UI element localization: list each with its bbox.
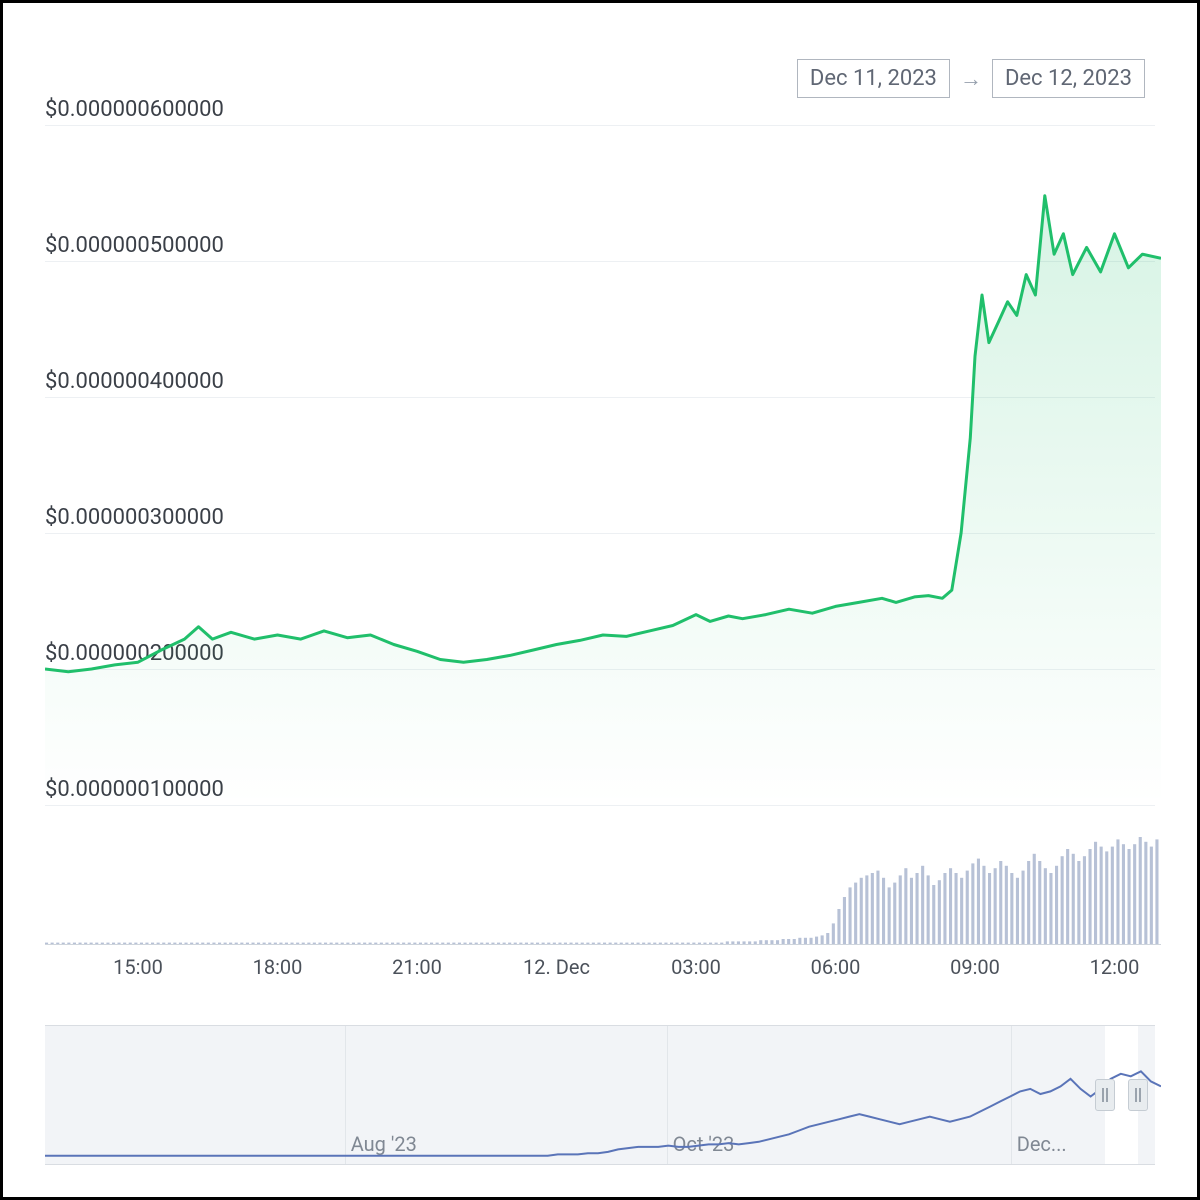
- x-tick-label: 15:00: [113, 955, 163, 979]
- y-tick-label: $0.000000600000: [45, 97, 224, 122]
- x-tick-label: 12. Dec: [523, 955, 590, 979]
- nav-handle-right[interactable]: [1128, 1079, 1148, 1111]
- x-tick-label: 03:00: [671, 955, 721, 979]
- x-tick-label: 06:00: [811, 955, 861, 979]
- x-tick-label: 12:00: [1090, 955, 1140, 979]
- nav-handle-left[interactable]: [1095, 1079, 1115, 1111]
- x-tick-label: 21:00: [392, 955, 442, 979]
- gridline: [45, 805, 1155, 806]
- x-axis: 15:00 18:00 21:00 12. Dec 03:00 06:00 09:00 12:…: [15, 955, 1185, 985]
- range-navigator[interactable]: Aug '23Oct '23Dec...: [45, 1025, 1155, 1165]
- x-tick-label: 18:00: [253, 955, 303, 979]
- volume-chart[interactable]: [45, 825, 1155, 945]
- x-tick-label: 09:00: [950, 955, 1000, 979]
- price-chart[interactable]: [45, 125, 1155, 805]
